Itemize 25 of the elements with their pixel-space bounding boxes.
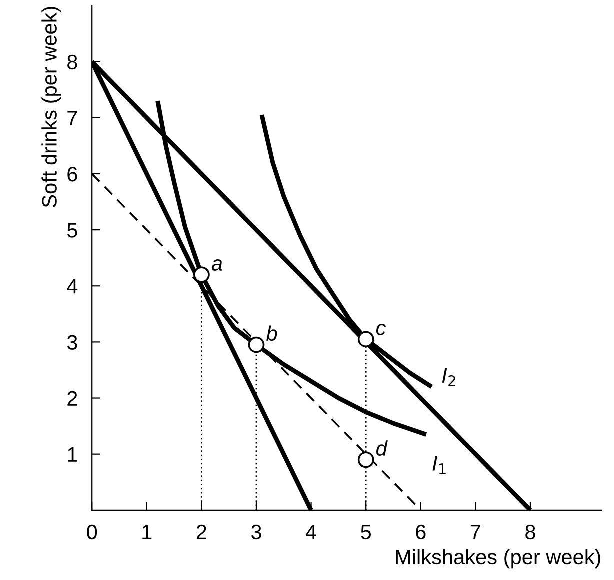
- annotation: I$_{2}$: [442, 368, 456, 386]
- annotation: I$_{1}$: [432, 456, 446, 474]
- y-tick-label: 3: [67, 335, 78, 350]
- annotation: c: [376, 324, 386, 336]
- x-tick-label: 0: [87, 524, 98, 540]
- y-tick-label: 5: [67, 223, 78, 238]
- x-axis-title: Milkshakes (per week): [396, 549, 600, 569]
- x-tick-label: 3: [251, 524, 262, 540]
- y-tick-label: 1: [68, 448, 78, 462]
- annotation: a: [212, 260, 222, 271]
- y-tick-label: 8: [68, 54, 78, 70]
- y-tick-label: 4: [67, 279, 78, 294]
- annotation: d: [376, 440, 388, 456]
- x-tick-label: 8: [526, 524, 536, 540]
- x-tick-label: 7: [470, 525, 480, 540]
- x-tick-label: 2: [196, 524, 206, 540]
- y-tick-label: 6: [68, 167, 78, 182]
- y-tick-label: 7: [68, 111, 78, 126]
- annotation: b: [266, 326, 278, 342]
- y-axis-title: Soft drinks (per week): [42, 7, 62, 208]
- x-tick-label: 6: [416, 524, 426, 540]
- x-tick-label: 1: [142, 525, 152, 540]
- x-tick-label: 4: [306, 525, 316, 540]
- x-tick-label: 5: [361, 525, 372, 540]
- y-tick-label: 2: [68, 391, 78, 406]
